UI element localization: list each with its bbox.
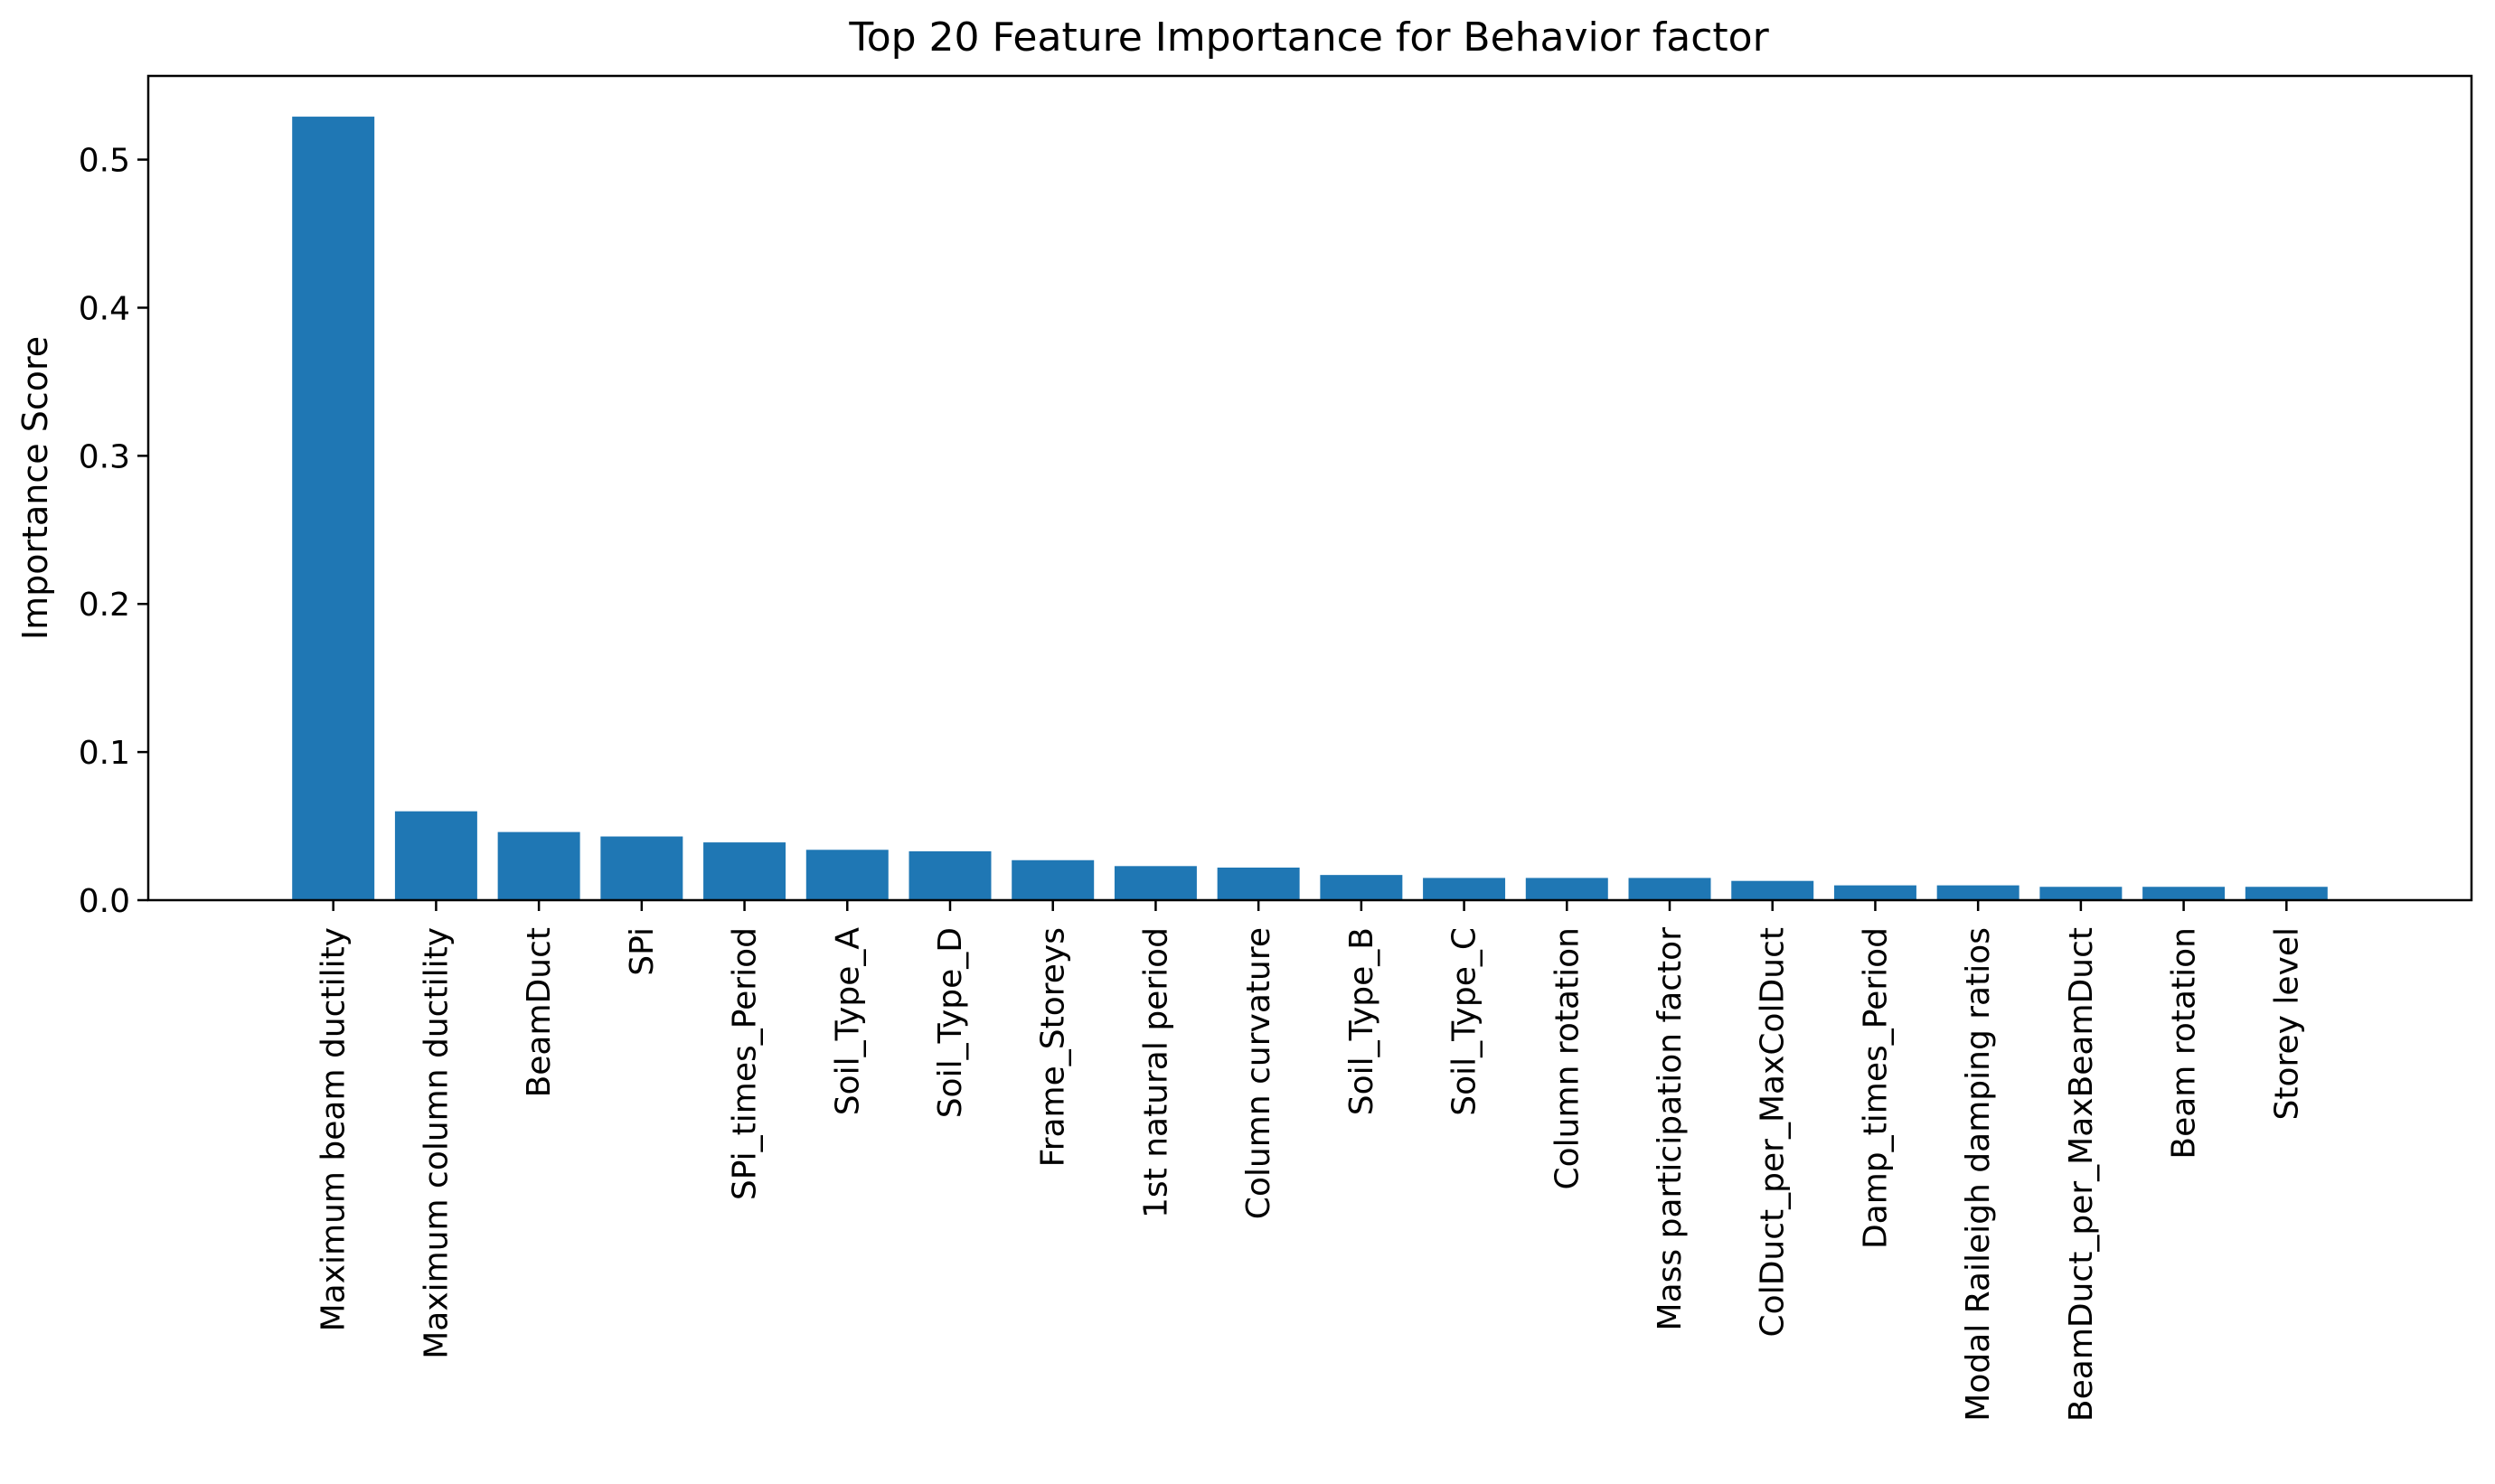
bar bbox=[1628, 878, 1711, 900]
bar bbox=[292, 117, 375, 900]
x-tick-label: Storey level bbox=[2268, 927, 2305, 1121]
x-tick-label: Beam rotation bbox=[2166, 927, 2203, 1160]
x-tick-label: BeamDuct bbox=[521, 927, 558, 1097]
bar bbox=[2142, 887, 2226, 900]
bar bbox=[600, 836, 683, 900]
x-tick-label: 1st natural period bbox=[1137, 927, 1174, 1218]
y-tick-label: 0.0 bbox=[79, 883, 130, 920]
bar bbox=[1731, 880, 1814, 900]
bar bbox=[1936, 885, 2020, 900]
y-tick-label: 0.5 bbox=[79, 143, 130, 180]
x-tick-label: Frame_Storeys bbox=[1035, 927, 1072, 1167]
x-tick-label: Soil_Type_A bbox=[829, 927, 866, 1116]
bar bbox=[703, 842, 786, 900]
bar bbox=[909, 850, 992, 900]
bar bbox=[394, 811, 477, 900]
x-tick-label: Modal Raileigh damping ratios bbox=[1960, 927, 1997, 1422]
x-tick-label: Maximum beam ductility bbox=[315, 927, 353, 1331]
bars-group bbox=[292, 117, 2328, 900]
y-tick-label: 0.1 bbox=[79, 735, 130, 772]
x-tick-label: Column curvature bbox=[1240, 927, 1277, 1219]
x-tick-label: Damp_times_Period bbox=[1857, 927, 1894, 1249]
chart-title: Top 20 Feature Importance for Behavior f… bbox=[848, 14, 1769, 61]
y-tick-label: 0.4 bbox=[79, 290, 130, 327]
plot-frame bbox=[146, 74, 2473, 902]
x-tick-label: Soil_Type_C bbox=[1446, 927, 1483, 1116]
x-tick-label: SPi bbox=[624, 927, 661, 976]
x-tick-label: Soil_Type_B bbox=[1343, 927, 1380, 1115]
bar bbox=[1217, 867, 1300, 900]
y-tick-label: 0.3 bbox=[79, 438, 130, 475]
bar bbox=[1423, 878, 1506, 900]
y-axis-ticks: 0.0 0.1 0.2 0.3 0.4 0.5 bbox=[79, 143, 148, 920]
bar bbox=[1525, 878, 1608, 900]
bar bbox=[497, 831, 580, 900]
bar bbox=[1833, 885, 1916, 900]
bar bbox=[1320, 875, 1403, 900]
bar bbox=[805, 850, 889, 900]
y-axis-label: Importance Score bbox=[15, 336, 55, 640]
x-tick-label: Maximum column ductility bbox=[418, 927, 455, 1359]
bar bbox=[1012, 859, 1095, 900]
x-tick-label: BeamDuct_per_MaxBeamDuct bbox=[2063, 927, 2100, 1422]
x-tick-label: SPi_times_Period bbox=[727, 927, 764, 1200]
x-tick-label: Soil_Type_D bbox=[932, 927, 969, 1118]
y-tick-label: 0.2 bbox=[79, 587, 130, 624]
x-tick-label: ColDuct_per_MaxColDuct bbox=[1755, 927, 1792, 1337]
bar bbox=[1114, 866, 1197, 900]
bar bbox=[2245, 887, 2328, 900]
bar bbox=[2039, 887, 2123, 900]
x-tick-label: Mass participation factor bbox=[1652, 927, 1689, 1331]
x-axis-ticks: Maximum beam ductility Maximum column duc… bbox=[315, 900, 2305, 1422]
x-tick-label: Column rotation bbox=[1549, 927, 1586, 1189]
